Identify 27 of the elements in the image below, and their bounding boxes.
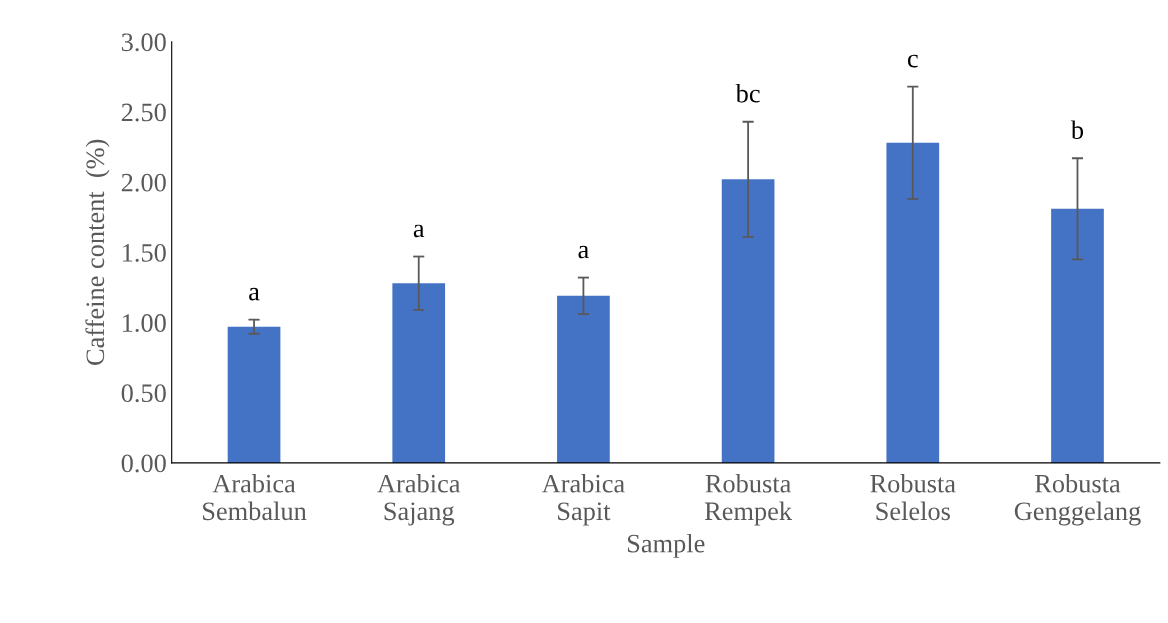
y-tick-label: 1.50: [122, 243, 166, 262]
annotation: bc: [735, 83, 760, 103]
annotation: a: [249, 287, 260, 301]
y-tick-label: 1.00: [122, 314, 166, 333]
y-tick-label: 2.50: [121, 103, 166, 122]
x-tick-label: Robusta Genggelang: [1014, 474, 1141, 526]
x-tick-label: Arabica Sapit: [541, 474, 625, 526]
y-tick-label: 0.50: [121, 384, 166, 403]
y-tick-label: 3.00: [121, 33, 166, 52]
y-axis-title: Caffeine content (%): [85, 139, 110, 365]
x-tick-label: Arabica Sembalun: [203, 474, 307, 521]
y-tick-label: 2.00: [121, 173, 166, 192]
x-tick-label: Robusta Rempek: [704, 474, 793, 526]
bar: [227, 326, 281, 463]
bar: [886, 142, 940, 463]
x-tick-label: Robusta Selelos: [870, 474, 956, 521]
annotation: b: [1070, 120, 1084, 140]
x-axis-title: Sample: [627, 533, 705, 558]
bar: [392, 283, 446, 463]
bar: [557, 295, 610, 463]
annotation: a: [578, 245, 589, 259]
y-tick-label: 0.00: [121, 454, 166, 473]
bar: [1051, 208, 1104, 463]
annotation: a: [413, 224, 425, 238]
x-tick-label: Arabica Sajang: [377, 474, 461, 526]
annotation: c: [907, 54, 918, 68]
bar: [721, 179, 775, 463]
